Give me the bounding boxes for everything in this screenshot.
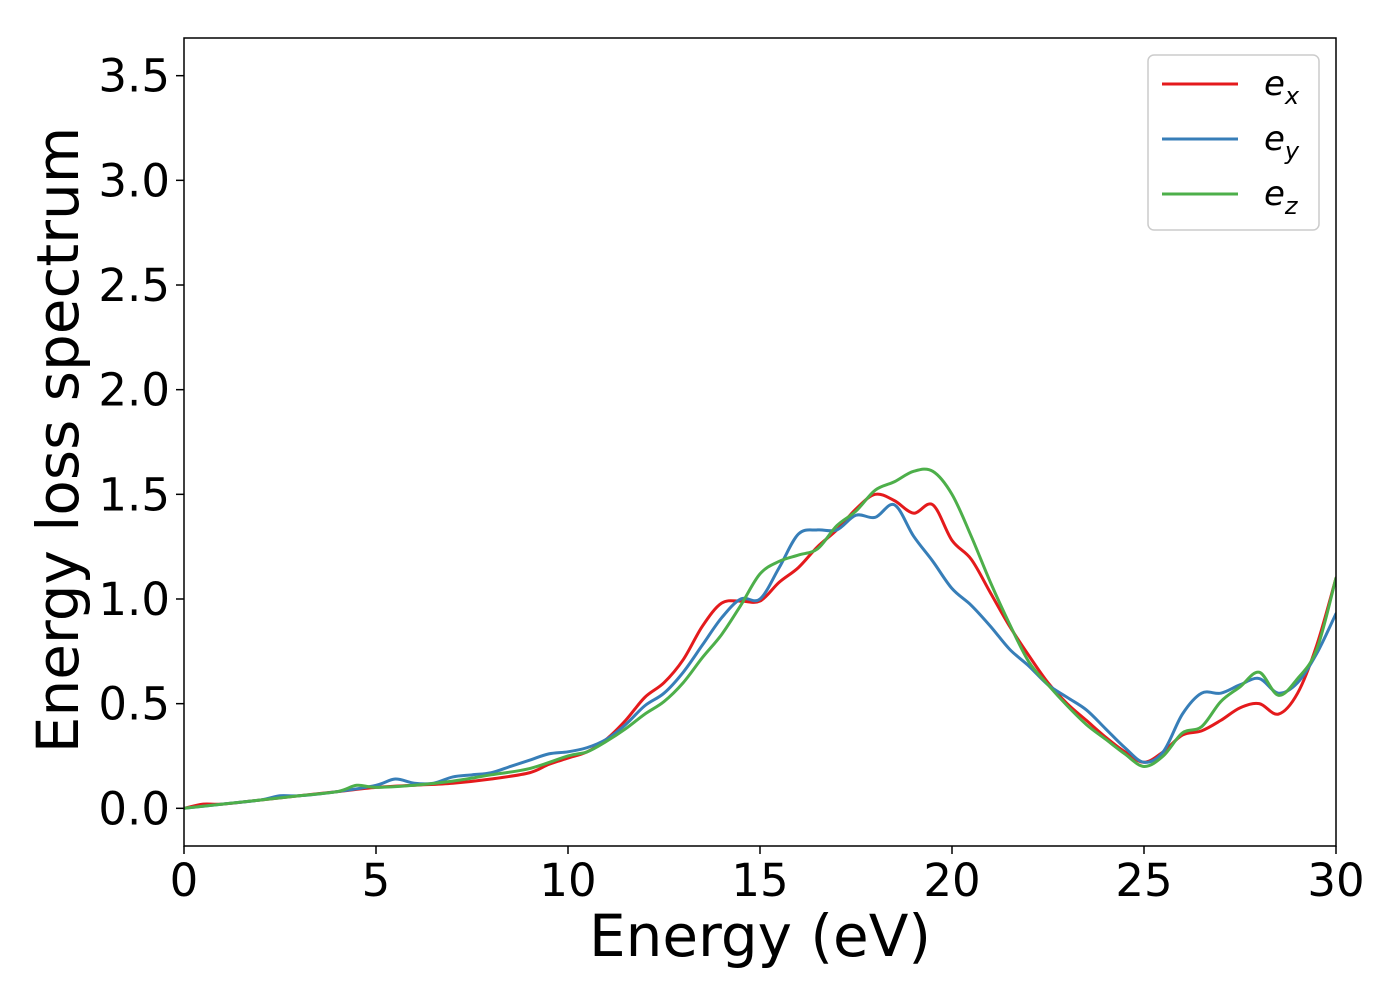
x-tick-label: 15 <box>731 854 788 907</box>
x-tick-label: 25 <box>1115 854 1172 907</box>
x-axis-ticks: 0 5 10 15 20 25 30 <box>170 846 1365 907</box>
y-tick-label: 1.5 <box>98 468 170 521</box>
y-tick-label: 3.5 <box>98 50 170 103</box>
y-tick-label: 0.5 <box>98 678 170 731</box>
y-axis-title: Energy loss spectrum <box>24 127 92 753</box>
x-tick-label: 10 <box>539 854 596 907</box>
y-tick-label: 3.0 <box>98 154 170 207</box>
y-tick-label: 2.0 <box>98 364 170 417</box>
x-tick-label: 5 <box>362 854 391 907</box>
x-tick-label: 0 <box>170 854 199 907</box>
series-layer <box>184 467 1336 810</box>
x-tick-label: 30 <box>1307 854 1364 907</box>
x-axis-title: Energy (eV) <box>589 902 931 970</box>
x-tick-label: 20 <box>923 854 980 907</box>
y-axis-ticks: 0.0 0.5 1.0 1.5 2.0 2.5 3.0 3.5 <box>98 50 184 835</box>
series-line-z <box>184 467 1336 810</box>
y-tick-label: 2.5 <box>98 259 170 312</box>
y-tick-label: 0.0 <box>98 782 170 835</box>
y-tick-label: 1.0 <box>98 573 170 626</box>
legend-box <box>1147 54 1320 231</box>
